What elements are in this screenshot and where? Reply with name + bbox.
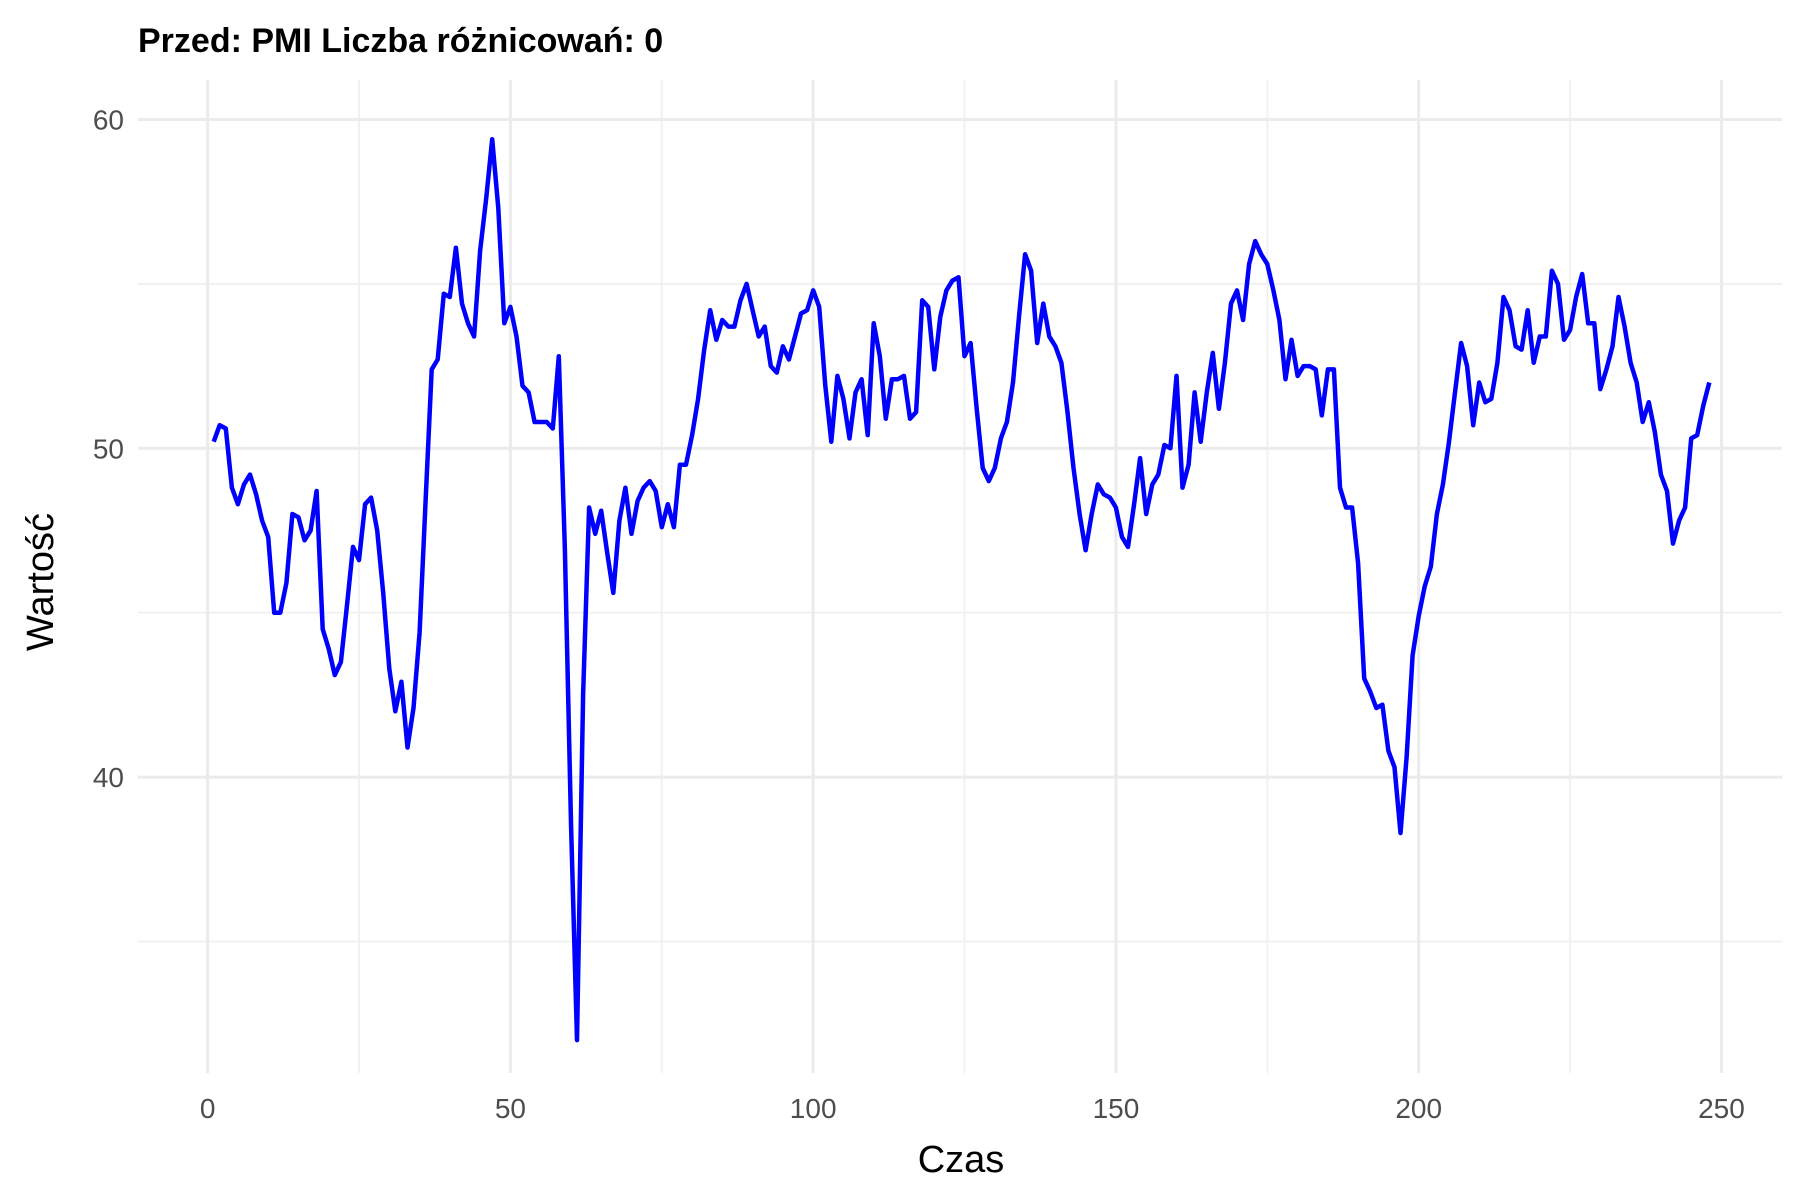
y-axis-title: Wartość [20,513,62,651]
series-layer [211,136,1712,1043]
y-tick-label: 40 [93,762,124,793]
y-tick-label: 50 [93,433,124,464]
major-gridlines [138,80,1782,1073]
y-axis-tick-labels: 40 50 60 [93,104,124,793]
x-axis-title: Czas [918,1139,1005,1181]
x-tick-label: 250 [1698,1093,1745,1124]
x-tick-label: 50 [495,1093,526,1124]
x-tick-label: 150 [1093,1093,1140,1124]
x-tick-label: 100 [790,1093,837,1124]
minor-gridlines [138,80,1782,1073]
series-line [211,136,1712,1043]
x-tick-label: 200 [1395,1093,1442,1124]
x-axis-tick-labels: 0 50 100 150 200 250 [200,1093,1745,1124]
chart-title: Przed: PMI Liczba różnicowań: 0 [138,22,663,60]
x-tick-label: 0 [200,1093,216,1124]
y-tick-label: 60 [93,104,124,135]
